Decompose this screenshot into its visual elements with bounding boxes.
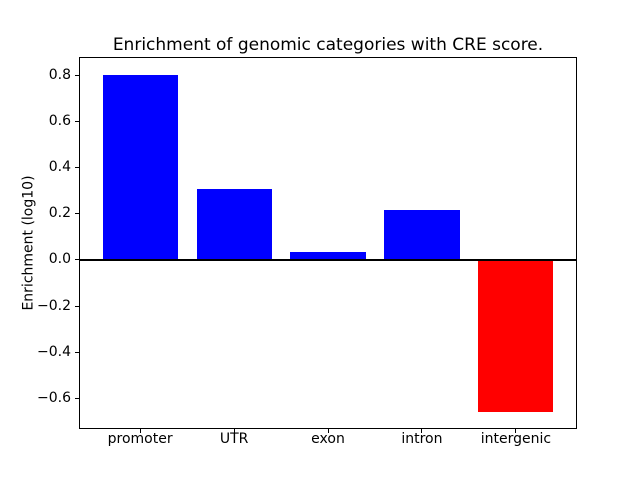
plot-area <box>79 57 577 429</box>
bar-intron <box>384 210 460 260</box>
y-tick-mark <box>75 213 79 215</box>
x-tick-label-promoter: promoter <box>107 431 173 447</box>
x-tick-mark <box>139 429 141 433</box>
y-tick-mark <box>75 259 79 261</box>
bar-promoter <box>102 74 178 260</box>
y-tick-mark <box>75 397 79 399</box>
y-tick-mark <box>75 351 79 353</box>
chart-title: Enrichment of genomic categories with CR… <box>112 35 544 55</box>
x-tick-mark <box>421 429 423 433</box>
x-tick-label-UTR: UTR <box>219 431 249 447</box>
y-tick-label: 0.0 <box>48 251 71 268</box>
zero-line <box>80 258 576 261</box>
x-tick-label-intron: intron <box>401 431 443 447</box>
x-tick-mark <box>327 429 329 433</box>
y-tick-label: −0.4 <box>37 343 71 360</box>
y-tick-label: 0.6 <box>48 113 71 130</box>
y-tick-label: −0.2 <box>37 297 71 314</box>
y-tick-mark <box>75 305 79 307</box>
y-tick-label: −0.6 <box>37 389 71 406</box>
y-tick-mark <box>75 121 79 123</box>
y-axis-label: Enrichment (log10) <box>20 175 37 311</box>
x-tick-label-intergenic: intergenic <box>480 431 552 447</box>
y-tick-mark <box>75 75 79 77</box>
x-tick-label-exon: exon <box>311 431 345 447</box>
bar-exon <box>290 252 366 260</box>
x-tick-mark <box>515 429 517 433</box>
y-tick-label: 0.2 <box>48 205 71 222</box>
y-tick-label: 0.4 <box>48 159 71 176</box>
y-tick-mark <box>75 167 79 169</box>
y-tick-label: 0.8 <box>48 67 71 84</box>
x-tick-mark <box>233 429 235 433</box>
bar-UTR <box>196 188 272 260</box>
bars-layer <box>80 58 576 428</box>
bar-intergenic <box>478 259 554 412</box>
